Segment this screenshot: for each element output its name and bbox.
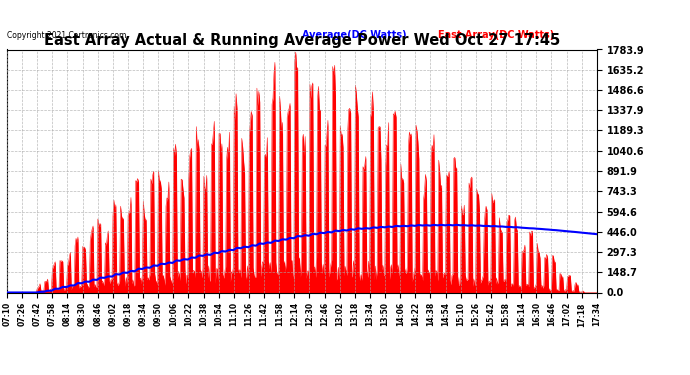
Text: East Array(DC Watts): East Array(DC Watts): [437, 30, 554, 40]
Text: Average(DC Watts): Average(DC Watts): [302, 30, 406, 40]
Title: East Array Actual & Running Average Power Wed Oct 27 17:45: East Array Actual & Running Average Powe…: [43, 33, 560, 48]
Text: Copyright 2021 Cartronics.com: Copyright 2021 Cartronics.com: [7, 31, 126, 40]
